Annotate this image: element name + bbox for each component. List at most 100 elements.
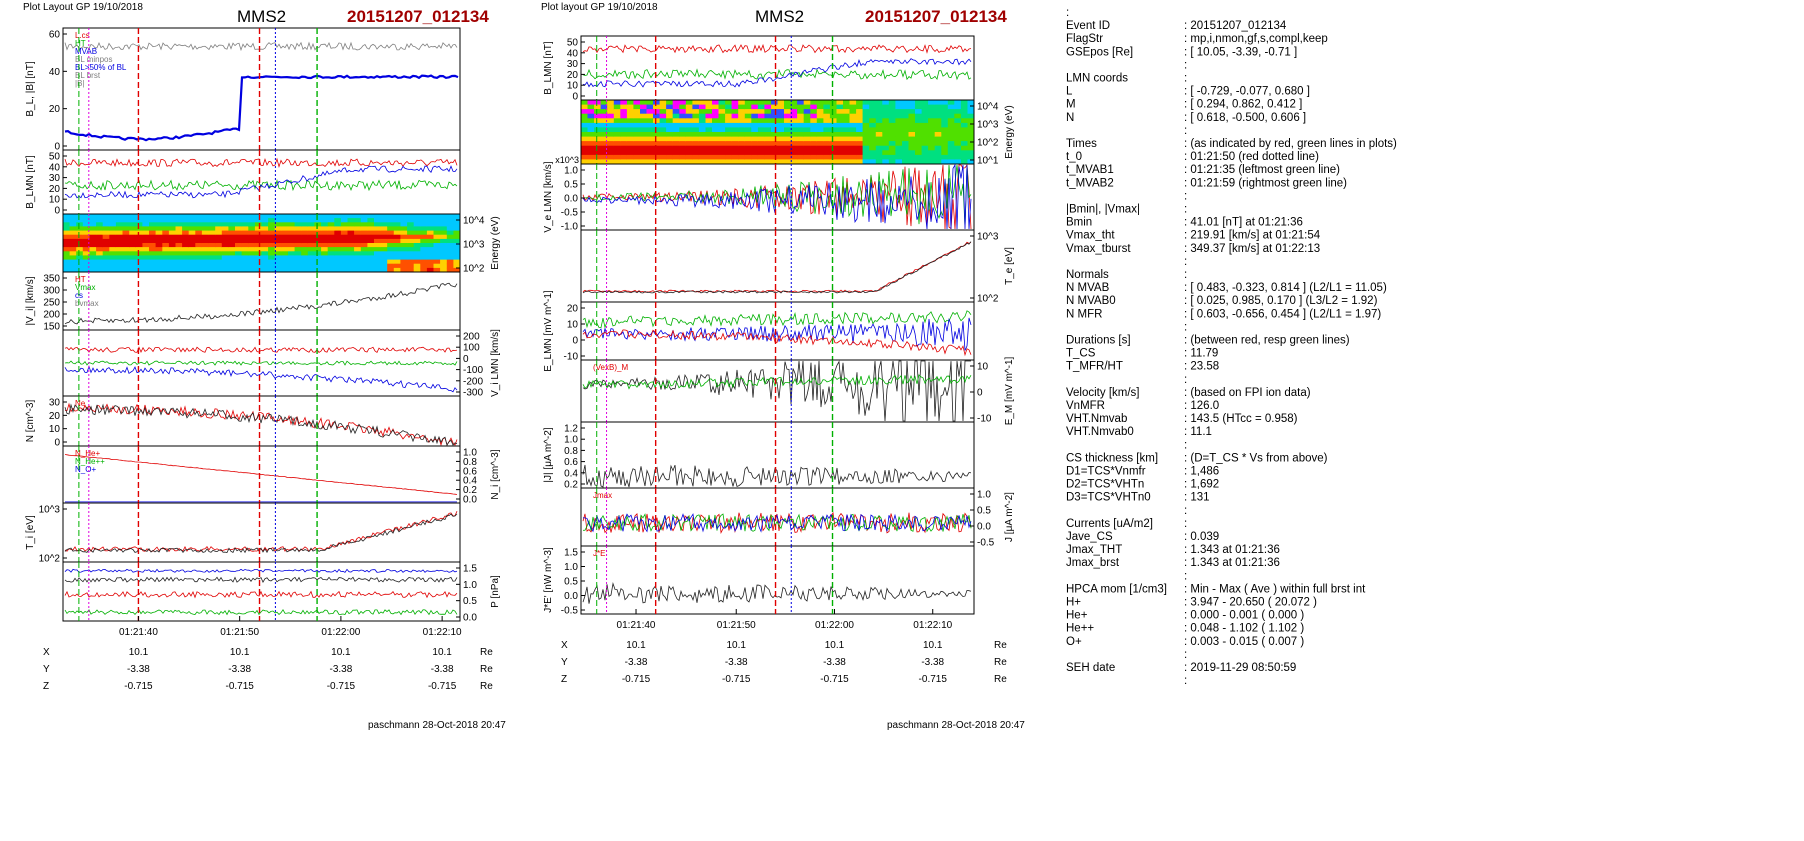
spectrogram-cell [168,267,176,273]
spectrogram-cell [777,100,785,106]
spectrogram-cell [829,159,837,165]
spectrogram-cell [195,226,203,231]
spectrogram-cell [607,136,615,142]
spectrogram-cell [843,150,850,156]
spectrogram-cell [620,100,628,106]
y-tick-label: 0 [572,336,578,347]
y-tick-label: 20 [49,104,61,115]
spectrogram-cell [823,104,831,110]
spectrogram-cell [387,267,395,273]
spectrogram-cell [96,226,104,231]
footer-text: paschmann 28-Oct-2018 20:47 [887,720,1025,731]
spectrogram-cell [633,154,641,160]
y-tick-label: 40 [49,67,61,78]
spectrogram-cell [921,122,929,128]
spectrogram-cell [420,226,428,231]
legend-entry: |B| [75,79,85,88]
spectrogram-cell [420,259,428,265]
spectrogram-cell [862,136,870,142]
spectrogram-cell [744,104,752,110]
spectrogram-cell [426,259,434,265]
spectrogram-cell [201,226,209,231]
spectrogram-cell [82,251,90,256]
spectrogram-cell [718,136,726,142]
spectrogram-cell [725,132,733,138]
spectrogram-cell [142,214,150,219]
spectrogram-cell [69,222,77,227]
legend-entry: Vmax [75,283,95,292]
spectrogram-cell [823,127,831,133]
spectrogram-cell [413,251,421,256]
spectrogram-cell [646,100,654,106]
spectrogram-cell [195,243,203,248]
spectrogram-cell [587,122,595,128]
spectrogram-cell [771,104,778,110]
spectrogram-cell [744,136,752,142]
spectrogram-cell [301,234,309,240]
spectrogram-cell [327,214,335,219]
spectrogram-cell [135,263,143,269]
spectrogram-cell [254,247,262,252]
spectrogram-cell [261,267,269,273]
spectrogram-cell [960,109,968,115]
spectrogram-cell [934,145,942,151]
spectrogram-cell [347,218,355,223]
spectrogram-cell [954,145,962,151]
spectrogram-cell [301,238,309,244]
spectrogram-cell [135,234,143,240]
spectrogram-cell [797,132,805,138]
spectrogram-cell [413,214,421,219]
spectrogram-cell [607,122,615,128]
series-line [64,165,458,199]
spectrogram-cell [400,218,408,223]
spectrogram-cell [109,226,117,231]
spectrogram-cell [895,100,903,106]
spectrogram-cell [168,214,176,219]
spectrogram-cell [757,109,765,115]
spectrogram-cell [941,113,949,119]
spectrogram-cell [446,267,454,273]
spectrogram-cell [653,104,660,110]
y-axis-label: B_LMN [nT] [25,155,36,209]
spectrogram-cell [208,226,216,231]
spectrogram-cell [254,263,262,269]
spectrogram-cell [640,141,647,147]
spectrogram-cell [221,234,229,240]
spectrogram-cell [941,104,949,110]
spectrogram-cell [666,159,674,165]
spectrogram-cell [201,255,209,260]
spectrogram-cell [109,263,117,269]
spectrogram-cell [934,113,942,119]
spectrogram-cell [692,118,700,124]
spectrogram-cell [613,113,621,119]
spectrogram-cell [692,159,700,165]
spectrogram-cell [360,238,368,244]
spectrogram-cell [731,136,739,142]
spectrogram-cell [934,150,942,156]
coord-value: -3.38 [431,664,454,675]
spectrogram-cell [387,218,395,223]
spectrogram-cell [902,154,909,160]
spectrogram-cell [307,226,315,231]
spectrogram-cell [433,251,441,256]
spectrogram-cell [413,267,421,273]
coord-value: -0.715 [820,674,849,685]
spectrogram-cell [281,259,289,265]
spectrogram-cell [380,243,388,248]
spectrogram-cell [934,109,942,115]
spectrogram-cell [947,122,955,128]
info-value: : 23.58 [1184,361,1219,373]
spectrogram-cell [413,247,421,252]
spectrogram-cell [731,141,739,147]
spectrogram-cell [374,243,382,248]
spectrogram-cell [96,230,104,236]
spectrogram-cell [446,255,454,260]
spectrogram-cell [679,113,687,119]
spectrogram-cell [340,226,348,231]
spectrogram-cell [594,122,602,128]
spectrogram-cell [446,243,454,248]
spectrogram-cell [731,159,739,165]
spectrogram-cell [843,145,850,151]
spectrogram-cell [751,100,759,106]
spectrogram-cell [869,118,877,124]
